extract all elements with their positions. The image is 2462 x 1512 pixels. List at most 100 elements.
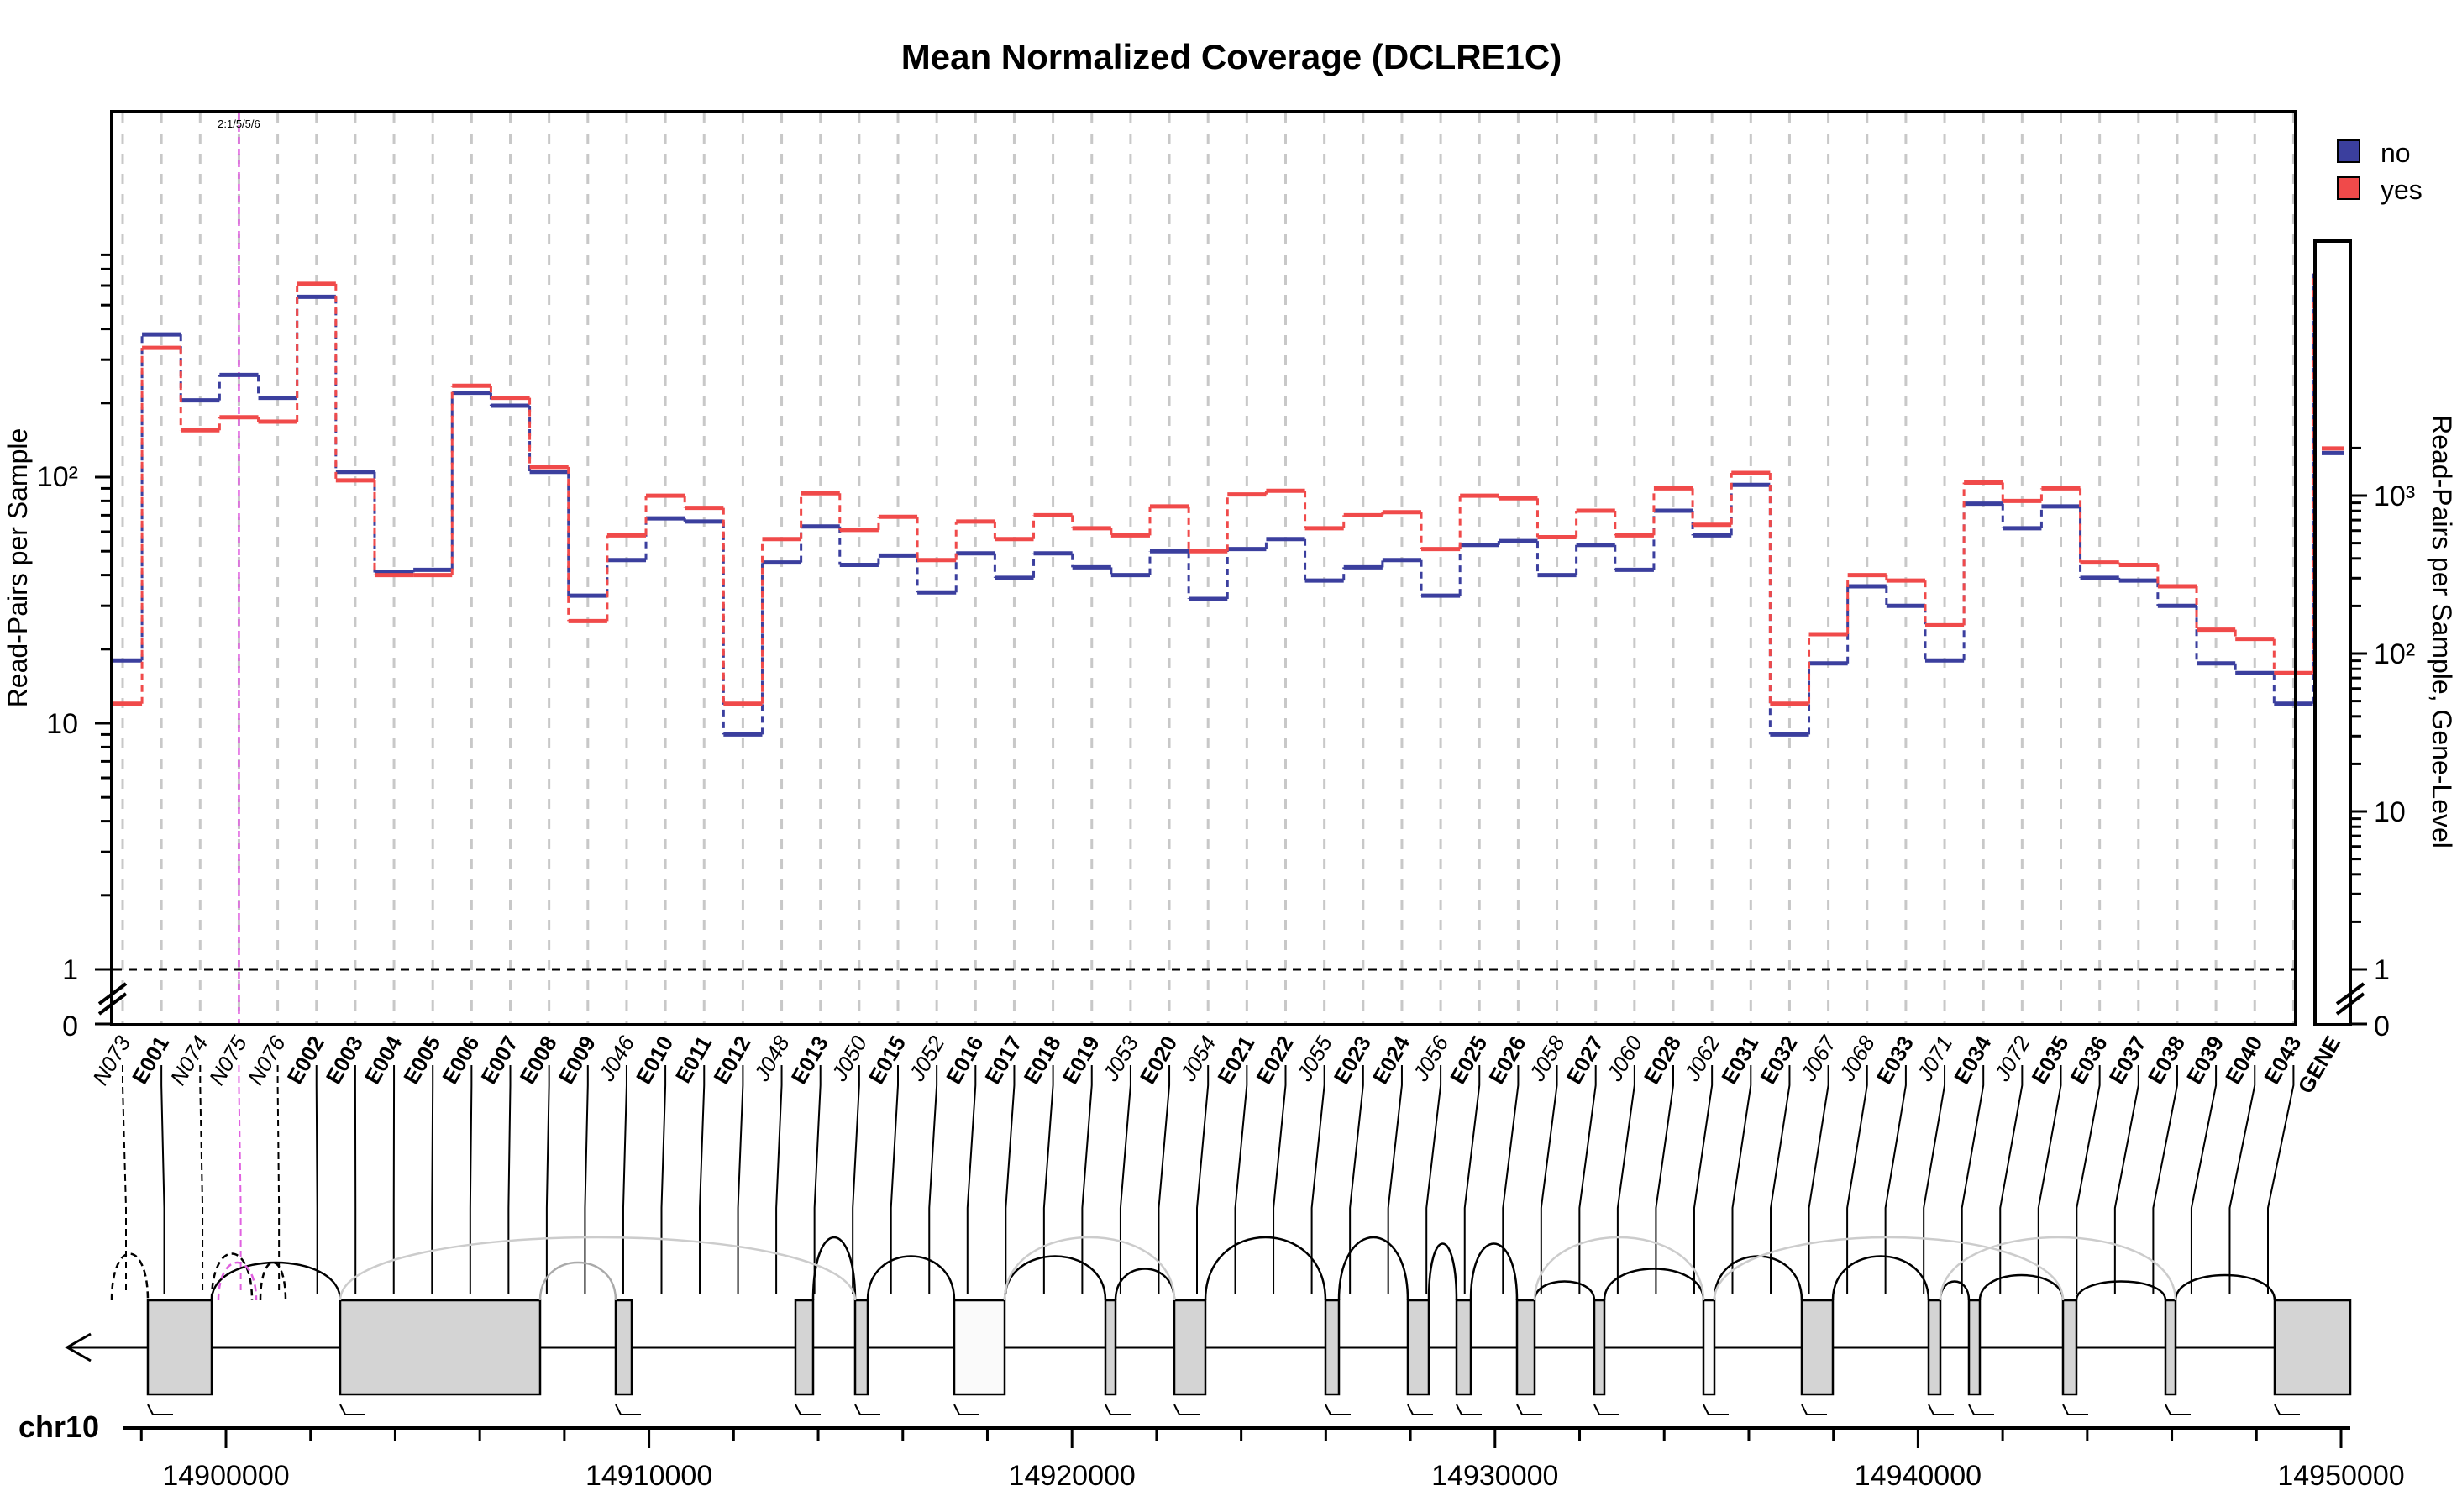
feature-label-E011: E011 xyxy=(670,1032,717,1087)
feature-label-J054: J054 xyxy=(1175,1032,1221,1086)
feature-label-E025: E025 xyxy=(1445,1032,1492,1089)
feature-label-E034: E034 xyxy=(1949,1032,1997,1089)
feature-label-E040: E040 xyxy=(2220,1032,2267,1089)
exon-foot-8 xyxy=(1173,1404,1200,1415)
junction-arc-22 xyxy=(1713,1236,2065,1301)
highlight-label: 2:1/5/5/6 xyxy=(218,118,260,130)
connector-J046 xyxy=(622,1065,627,1294)
exon-block-13 xyxy=(1593,1299,1606,1396)
connector-E019 xyxy=(1081,1065,1093,1294)
feature-label-E013: E013 xyxy=(786,1032,833,1089)
feature-label-J067: J067 xyxy=(1795,1031,1841,1086)
feature-label-E028: E028 xyxy=(1639,1032,1686,1089)
exon-block-16 xyxy=(1927,1299,1942,1396)
junction-arc-13 xyxy=(1713,1255,1803,1301)
novel-arc-highlight xyxy=(217,1262,258,1301)
connector-E007 xyxy=(507,1065,512,1294)
connector-J060 xyxy=(1616,1065,1635,1294)
novel-arc-1 xyxy=(110,1252,150,1301)
y-tick-label-2: 10 xyxy=(46,708,78,740)
exon-foot-10 xyxy=(1407,1404,1433,1415)
feature-label-E018: E018 xyxy=(1018,1032,1065,1089)
exon-block-17 xyxy=(1967,1299,1982,1396)
feature-label-E004: E004 xyxy=(360,1032,407,1089)
connector-J068 xyxy=(1846,1065,1868,1294)
junction-arc-14 xyxy=(1831,1255,1930,1301)
junction-arc-5 xyxy=(1003,1255,1107,1301)
feature-label-E035: E035 xyxy=(2026,1032,2073,1089)
exon-foot-3 xyxy=(615,1404,641,1415)
exon-block-20 xyxy=(2273,1299,2352,1396)
legend-item-yes: yes xyxy=(2337,175,2423,205)
feature-label-J071: J071 xyxy=(1912,1032,1958,1086)
connector-E017 xyxy=(1005,1065,1016,1294)
exon-block-8 xyxy=(1173,1299,1207,1396)
feature-label-E001: E001 xyxy=(127,1032,174,1089)
feature-label-E003: E003 xyxy=(321,1032,368,1089)
feature-label-E020: E020 xyxy=(1135,1032,1182,1089)
exon-foot-9 xyxy=(1325,1404,1351,1415)
exon-block-18 xyxy=(2061,1299,2078,1396)
connector-J062 xyxy=(1693,1065,1714,1294)
exon-foot-2 xyxy=(339,1404,365,1415)
feature-label-E006: E006 xyxy=(437,1032,484,1089)
novel-arc-3 xyxy=(259,1262,287,1301)
feature-label-E002: E002 xyxy=(282,1032,329,1089)
connector-E036 xyxy=(2076,1065,2101,1294)
feature-label-E008: E008 xyxy=(514,1032,561,1089)
exon-foot-16 xyxy=(1928,1404,1954,1415)
connector-E038 xyxy=(2152,1065,2178,1294)
feature-label-E021: E021 xyxy=(1212,1032,1259,1089)
connector-E037 xyxy=(2113,1065,2139,1294)
feature-label-E024: E024 xyxy=(1367,1032,1415,1089)
connector-E028 xyxy=(1655,1065,1674,1294)
legend-label-no: no xyxy=(2381,138,2411,168)
exon-block-19 xyxy=(2164,1299,2177,1396)
junction-arc-21 xyxy=(1533,1236,1705,1301)
connector-E006 xyxy=(469,1065,473,1294)
y-right-tick-label-4: 10³ xyxy=(2374,480,2415,512)
connector-N076 xyxy=(276,1065,281,1294)
connector-J053 xyxy=(1119,1065,1131,1294)
feature-label-E022: E022 xyxy=(1251,1032,1298,1089)
gene-model xyxy=(64,1236,2352,1415)
connector-J058 xyxy=(1540,1065,1558,1294)
connector-E027 xyxy=(1578,1065,1597,1294)
junction-arc-1 xyxy=(210,1261,342,1301)
series-yes xyxy=(113,273,2314,706)
strand-arrow xyxy=(64,1332,92,1362)
exon-foot-18 xyxy=(2062,1404,2088,1415)
junction-arc-23 xyxy=(1939,1236,2177,1301)
exon-foot-19 xyxy=(2165,1404,2191,1415)
connector-J054 xyxy=(1196,1065,1210,1294)
exon-foot-4 xyxy=(795,1404,821,1415)
feature-label-E019: E019 xyxy=(1058,1032,1105,1089)
feature-label-E031: E031 xyxy=(1716,1032,1763,1089)
y-axis-left: 0 1 10 10² xyxy=(37,253,128,1042)
junction-arc-6 xyxy=(1114,1268,1176,1301)
junction-arc-11 xyxy=(1533,1280,1596,1301)
y-axis-right: 0 1 10 10² 10³ xyxy=(2335,446,2415,1042)
connector-E034 xyxy=(1961,1065,1985,1294)
legend-swatch-no xyxy=(2337,139,2360,163)
exon-foot-17 xyxy=(1968,1404,1994,1415)
legend-label-yes: yes xyxy=(2381,175,2423,205)
connector-E021 xyxy=(1234,1065,1248,1294)
feature-label-E033: E033 xyxy=(1871,1032,1919,1089)
legend: no yes xyxy=(2337,138,2423,205)
exon-foot-20 xyxy=(2274,1404,2300,1415)
y-tick-label-0: 0 xyxy=(62,1011,78,1042)
exon-block-1 xyxy=(146,1299,213,1396)
feature-label-E023: E023 xyxy=(1329,1032,1376,1089)
exon-block-6 xyxy=(953,1299,1006,1396)
y-axis-label-right: Read-Pairs per Sample, Gene-Level xyxy=(2427,415,2457,848)
feature-label-E038: E038 xyxy=(2143,1032,2190,1089)
connector-J056 xyxy=(1425,1065,1442,1294)
exon-block-2 xyxy=(339,1299,542,1396)
exon-block-11 xyxy=(1455,1299,1472,1396)
junction-arc-10 xyxy=(1469,1242,1519,1301)
feature-label-E007: E007 xyxy=(475,1032,522,1089)
genome-tick-label-14910000: 14910000 xyxy=(585,1460,712,1492)
connector-E009 xyxy=(584,1065,589,1294)
y-right-tick-label-1: 1 xyxy=(2374,954,2390,986)
